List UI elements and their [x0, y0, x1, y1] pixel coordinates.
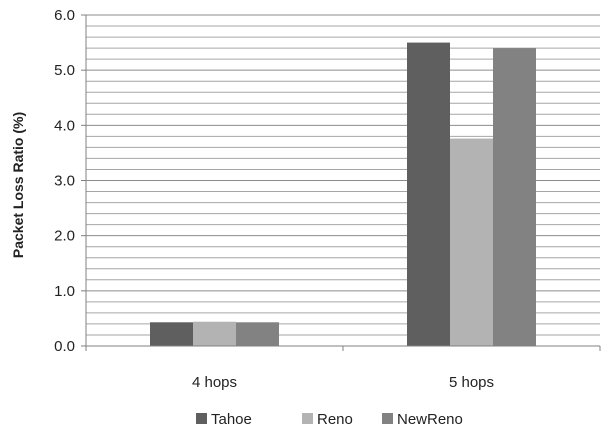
legend-label-tahoe: Tahoe: [211, 411, 252, 428]
bar-newreno-4-hops: [236, 322, 279, 346]
x-category-label: 5 hops: [449, 374, 494, 391]
bar-tahoe-4-hops: [150, 322, 193, 346]
y-tick-label: 3.0: [54, 173, 75, 190]
legend-label-newreno: NewReno: [397, 411, 463, 428]
y-tick-label: 1.0: [54, 283, 75, 300]
bar-reno-5-hops: [450, 138, 493, 346]
x-category-label: 4 hops: [192, 374, 237, 391]
bar-tahoe-5-hops: [407, 42, 450, 346]
bar-newreno-5-hops: [493, 48, 536, 346]
y-tick-label: 4.0: [54, 117, 75, 134]
legend-swatch-reno: [302, 413, 313, 424]
bar-reno-4-hops: [193, 321, 236, 346]
bars: [150, 42, 536, 346]
legend: Tahoe Reno NewReno: [196, 411, 463, 428]
legend-label-reno: Reno: [317, 411, 353, 428]
axes: [81, 14, 601, 351]
y-tick-label: 2.0: [54, 228, 75, 245]
legend-swatch-tahoe: [196, 413, 207, 424]
legend-swatch-newreno: [382, 413, 393, 424]
y-tick-labels: 0.0 1.0 2.0 3.0 4.0 5.0 6.0: [54, 7, 75, 355]
x-category-labels: 4 hops 5 hops: [192, 374, 494, 391]
y-tick-label: 5.0: [54, 62, 75, 79]
y-tick-label: 6.0: [54, 7, 75, 24]
y-tick-label: 0.0: [54, 338, 75, 355]
y-axis-title: Packet Loss Ratio (%): [10, 112, 26, 258]
